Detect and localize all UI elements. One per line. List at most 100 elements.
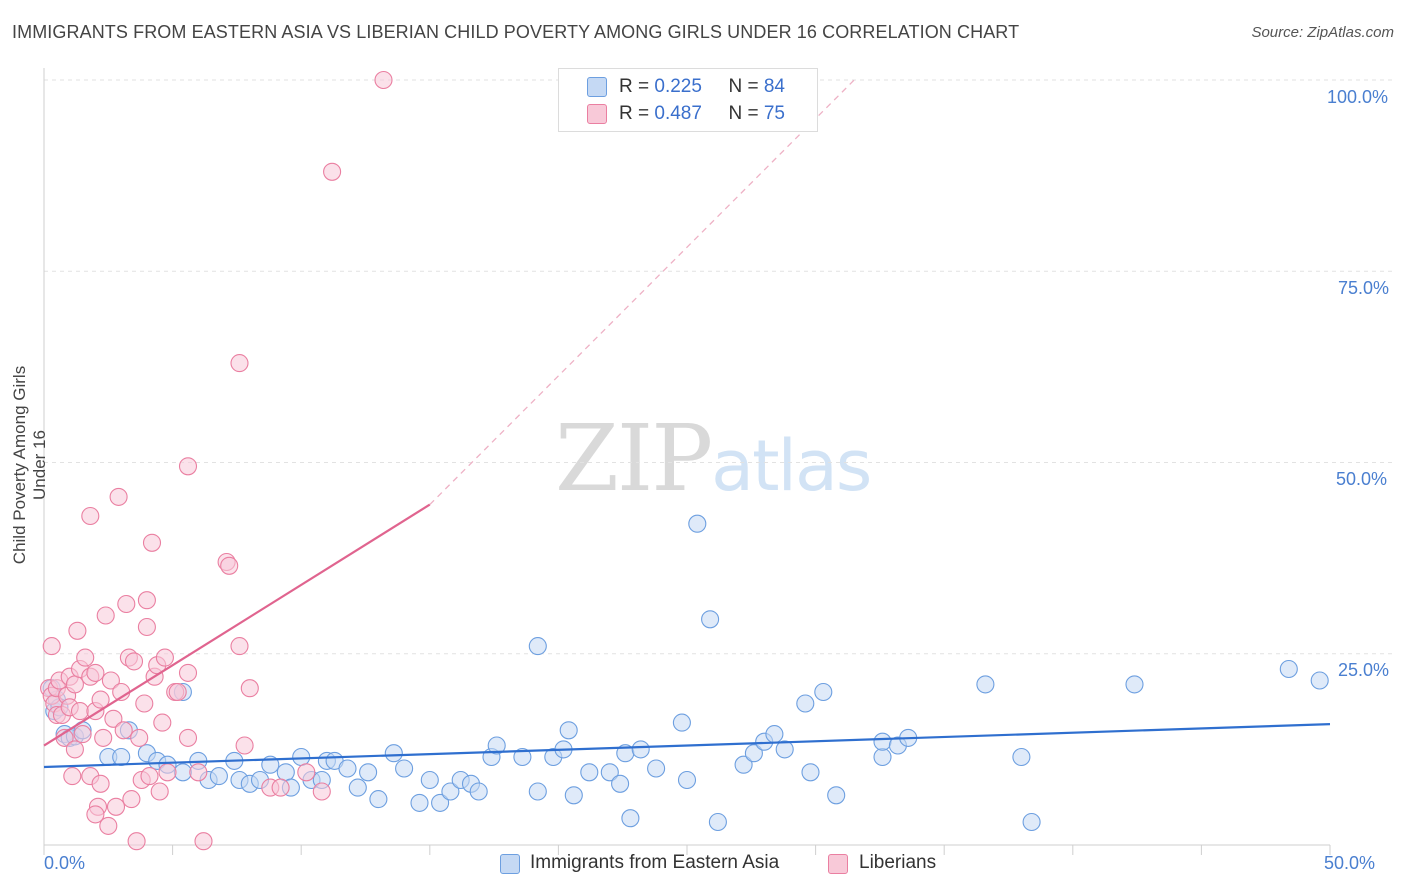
watermark-atlas: atlas — [711, 425, 872, 507]
legend-r-label: R = — [619, 103, 655, 124]
data-point-eastern-asia — [513, 747, 532, 767]
data-point-liberians — [73, 725, 92, 744]
data-point-eastern-asia — [688, 514, 707, 533]
data-point-liberians — [65, 675, 84, 694]
data-point-eastern-asia — [677, 770, 697, 790]
data-point-eastern-asia — [1022, 812, 1041, 832]
data-point-eastern-asia — [1310, 671, 1329, 690]
data-point-eastern-asia — [528, 637, 547, 656]
data-point-liberians — [117, 594, 136, 614]
data-point-liberians — [194, 832, 213, 851]
data-point-eastern-asia — [369, 790, 388, 809]
legend-swatch-pink — [587, 104, 607, 124]
data-point-eastern-asia — [672, 713, 691, 732]
data-point-liberians — [140, 767, 159, 786]
data-point-liberians — [155, 648, 174, 667]
data-point-eastern-asia — [112, 747, 131, 767]
legend-n-value: 84 — [763, 76, 785, 97]
data-point-liberians — [81, 506, 100, 526]
data-point-liberians — [106, 797, 126, 816]
data-point-liberians — [220, 556, 239, 575]
bottom-legend-swatch-pink — [828, 854, 848, 874]
y-axis-label: Child Poverty Among Girls Under 16 — [10, 365, 49, 565]
data-point-eastern-asia — [1125, 675, 1144, 694]
x-tick-label-50: 50.0% — [1324, 853, 1376, 873]
trend-lines — [43, 79, 1331, 769]
data-point-liberians — [99, 816, 118, 835]
watermark-zip: ZIP — [555, 405, 713, 512]
data-point-liberians — [96, 606, 115, 625]
data-point-liberians — [158, 763, 177, 782]
y-tick-label-25: 25.0% — [1338, 660, 1390, 680]
data-point-eastern-asia — [827, 786, 846, 805]
data-point-eastern-asia — [647, 759, 666, 778]
data-point-eastern-asia — [441, 782, 460, 801]
data-point-eastern-asia — [487, 736, 506, 755]
data-point-liberians — [230, 637, 249, 656]
data-point-eastern-asia — [580, 763, 599, 782]
data-point-eastern-asia — [292, 747, 311, 767]
data-point-eastern-asia — [814, 682, 833, 702]
legend-r-value: 0.487 — [654, 103, 702, 124]
data-point-liberians — [114, 721, 133, 740]
series-liberians-points — [40, 70, 393, 851]
legend-n-label: N = — [728, 103, 764, 124]
data-point-eastern-asia — [209, 767, 228, 786]
data-point-liberians — [76, 648, 95, 667]
data-point-eastern-asia — [708, 812, 727, 832]
data-point-eastern-asia — [701, 610, 720, 629]
data-point-liberians — [86, 805, 105, 824]
data-point-liberians — [91, 690, 110, 709]
data-point-eastern-asia — [395, 759, 414, 778]
data-point-liberians — [104, 709, 123, 728]
legend-row-eastern-asia: R = 0.225 N = 84 — [619, 76, 785, 98]
data-point-liberians — [178, 728, 198, 747]
axes — [43, 68, 1331, 855]
chart-source: Source: ZipAtlas.com — [1251, 24, 1394, 41]
data-point-eastern-asia — [796, 694, 815, 713]
data-point-eastern-asia — [410, 793, 429, 812]
data-point-liberians — [297, 763, 316, 782]
legend-n-label: N = — [728, 76, 764, 97]
data-point-eastern-asia — [734, 755, 753, 774]
trend-line-liberians — [43, 503, 431, 747]
trend-line-eastern-asia — [43, 723, 1331, 769]
data-point-eastern-asia — [1012, 747, 1031, 767]
data-point-eastern-asia — [431, 793, 450, 812]
data-point-liberians — [178, 457, 198, 476]
y-tick-label-50: 50.0% — [1336, 469, 1388, 489]
data-point-liberians — [135, 694, 154, 713]
legend-r-label: R = — [619, 76, 655, 97]
data-point-liberians — [142, 533, 162, 552]
data-point-liberians — [109, 487, 128, 506]
legend-n-value: 75 — [763, 103, 785, 124]
data-point-liberians — [137, 591, 156, 610]
data-point-eastern-asia — [873, 732, 892, 751]
data-point-liberians — [235, 736, 254, 755]
data-point-liberians — [63, 767, 82, 786]
data-point-eastern-asia — [348, 778, 367, 797]
data-point-eastern-asia — [564, 786, 583, 805]
legend-swatch-blue — [587, 77, 607, 97]
data-point-liberians — [127, 832, 146, 851]
data-point-liberians — [178, 663, 198, 682]
data-point-liberians — [86, 663, 105, 682]
data-point-liberians — [124, 652, 144, 671]
data-point-liberians — [65, 740, 84, 759]
stats-legend: R = 0.225 N = 84 R = 0.487 N = 75 — [558, 68, 818, 132]
data-point-liberians — [150, 782, 169, 801]
data-point-liberians — [101, 671, 120, 690]
watermark: ZIPatlas — [555, 405, 872, 512]
data-point-liberians — [323, 162, 342, 181]
data-point-eastern-asia — [744, 744, 763, 763]
chart-title: IMMIGRANTS FROM EASTERN ASIA VS LIBERIAN… — [12, 22, 1020, 42]
data-point-eastern-asia — [1279, 659, 1298, 679]
data-point-eastern-asia — [528, 782, 547, 801]
data-point-liberians — [68, 621, 87, 640]
data-point-eastern-asia — [765, 725, 784, 744]
data-point-liberians — [189, 763, 208, 782]
x-tick-label-0: 0.0% — [44, 853, 86, 873]
data-point-eastern-asia — [976, 675, 995, 694]
data-point-eastern-asia — [469, 782, 488, 801]
